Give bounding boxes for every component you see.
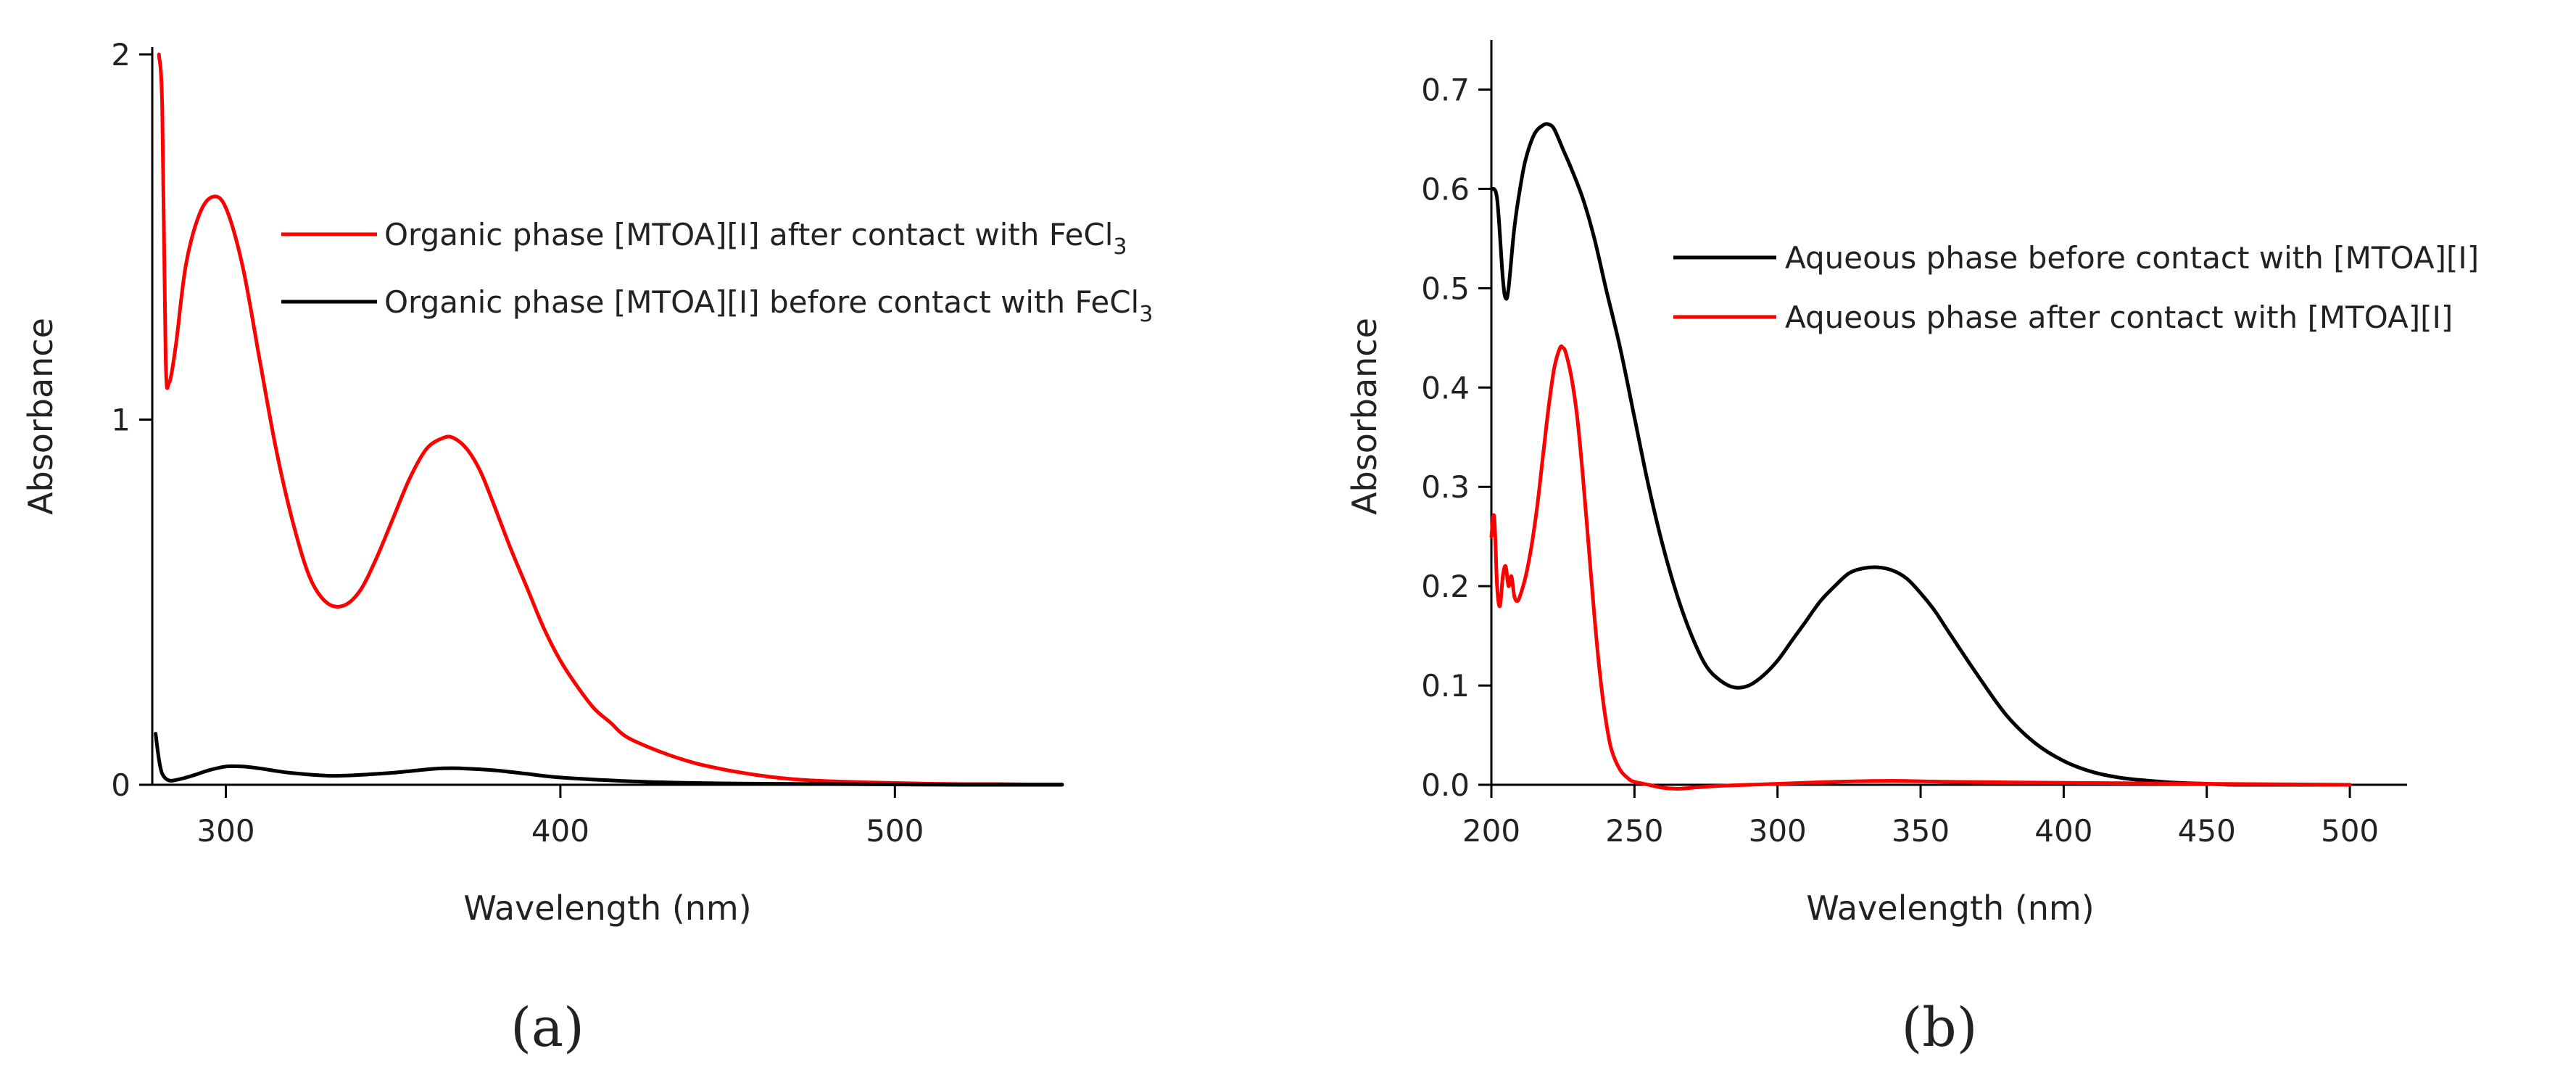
panel-a-xtick-label: 300	[196, 813, 254, 849]
panel-b-xtick-label: 250	[1605, 813, 1663, 849]
panel-b-ytick-label: 0.2	[1421, 569, 1470, 604]
panel-a-legend: Organic phase [MTOA][I] after contact wi…	[281, 217, 1153, 327]
panel-a-legend-label-after: Organic phase [MTOA][I] after contact wi…	[384, 217, 1127, 260]
panel-a-series-line-1	[154, 732, 1064, 787]
panel-a-xtick-label: 400	[531, 813, 589, 849]
panel-b: 200 250 300 350 400 450 500 0.0 0.1 0.2 0.3 0.4 0.5 0…	[1345, 40, 2479, 1059]
panel-b-label: (b)	[1901, 997, 1977, 1059]
panel-a-xlabel: Wavelength (nm)	[463, 889, 751, 928]
panel-b-series-line-1	[1489, 344, 2352, 791]
panel-b-legend: Aqueous phase before contact with [MTOA]…	[1673, 240, 2479, 335]
panel-a-ticks: 300 400 500 0 1 2	[111, 37, 924, 849]
panel-a-xtick-label: 500	[866, 813, 924, 849]
panel-b-curves	[1489, 122, 2352, 791]
panel-b-legend-label-after: Aqueous phase after contact with [MTOA][…	[1785, 300, 2453, 335]
panel-a-curves	[154, 52, 1064, 787]
panel-b-xlabel: Wavelength (nm)	[1806, 889, 2094, 928]
panel-b-xtick-label: 400	[2034, 813, 2092, 849]
panel-b-ytick-label: 0.1	[1421, 668, 1470, 704]
panel-b-xtick-label: 450	[2178, 813, 2236, 849]
panel-b-xtick-label: 500	[2321, 813, 2379, 849]
panel-b-ytick-label: 0.6	[1421, 171, 1470, 207]
panel-a-ytick-label: 2	[111, 37, 131, 73]
panel-b-ytick-label: 0.7	[1421, 72, 1470, 107]
panel-a-label: (a)	[510, 997, 584, 1059]
panel-b-ticks: 200 250 300 350 400 450 500 0.0 0.1 0.2 0.3 0.4 0.5 0…	[1421, 72, 2379, 849]
panel-b-ytick-label: 0.4	[1421, 370, 1470, 405]
panel-b-ytick-label: 0.5	[1421, 271, 1470, 306]
panel-b-legend-label-before: Aqueous phase before contact with [MTOA]…	[1785, 240, 2479, 276]
panel-a-series-line-0	[157, 52, 1064, 787]
panel-a-ytick-label: 0	[111, 767, 131, 803]
panel-b-ytick-label: 0.3	[1421, 469, 1470, 505]
panel-b-xtick-label: 200	[1462, 813, 1520, 849]
panel-b-ytick-label: 0.0	[1421, 767, 1470, 803]
panel-a-ylabel: Absorbance	[21, 318, 60, 515]
panel-a-legend-label-before: Organic phase [MTOA][I] before contact w…	[384, 284, 1153, 327]
panel-b-xtick-label: 300	[1749, 813, 1807, 849]
panel-b-series-line-0	[1489, 122, 2352, 787]
panel-a-ytick-label: 1	[111, 403, 131, 438]
panel-b-ylabel: Absorbance	[1345, 318, 1384, 515]
panel-b-xtick-label: 350	[1892, 813, 1950, 849]
